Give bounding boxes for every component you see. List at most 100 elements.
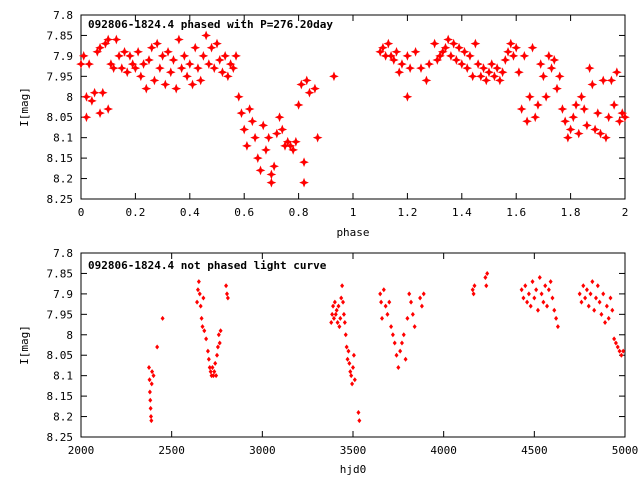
data-point	[532, 295, 537, 301]
x-tick-label: 4500	[521, 444, 548, 457]
data-point	[546, 63, 557, 74]
data-point	[592, 307, 597, 313]
data-point	[224, 283, 229, 289]
data-point	[478, 63, 489, 74]
data-point	[588, 291, 593, 297]
data-point	[375, 46, 386, 57]
data-point	[543, 283, 548, 289]
data-point	[538, 71, 549, 82]
data-point	[390, 332, 395, 338]
data-point	[409, 299, 414, 305]
data-point	[568, 112, 579, 123]
x-tick-label: 1.4	[452, 206, 472, 219]
data-point	[152, 38, 163, 49]
data-point	[571, 100, 581, 110]
data-point	[341, 299, 346, 305]
data-point	[579, 299, 584, 305]
data-point	[552, 307, 557, 313]
x-tick-label: 1	[350, 206, 357, 219]
data-point	[250, 132, 260, 143]
data-point	[601, 291, 606, 297]
data-point	[293, 100, 304, 110]
data-point	[312, 132, 323, 143]
y-tick-label: 8.25	[47, 193, 74, 206]
data-point	[89, 87, 100, 98]
data-point	[485, 270, 490, 276]
data-point	[421, 75, 432, 86]
data-point	[586, 303, 591, 309]
data-point	[214, 373, 219, 379]
data-point	[334, 307, 339, 313]
data-point	[617, 348, 622, 354]
y-tick-label: 8.05	[47, 349, 74, 362]
y-axis-label: I[mag]	[18, 87, 31, 127]
data-point	[394, 67, 405, 78]
data-point	[242, 140, 252, 151]
data-point	[397, 59, 407, 69]
data-point	[484, 67, 494, 78]
data-point	[448, 38, 459, 49]
data-point	[459, 46, 470, 57]
data-point	[473, 59, 483, 69]
data-point	[619, 352, 624, 358]
data-point	[214, 55, 225, 65]
data-point	[530, 279, 535, 285]
data-point	[421, 291, 426, 297]
data-point	[584, 63, 595, 74]
y-tick-label: 7.95	[47, 70, 74, 83]
data-point	[381, 287, 386, 293]
data-point	[582, 120, 592, 131]
data-point	[345, 356, 350, 362]
data-point	[416, 63, 426, 74]
data-point	[410, 311, 415, 317]
data-point	[503, 46, 513, 57]
data-point	[231, 51, 241, 61]
data-point	[151, 373, 156, 379]
data-point	[343, 332, 348, 338]
data-point	[220, 51, 231, 61]
data-point	[385, 311, 390, 317]
data-point	[146, 42, 157, 53]
data-point	[378, 42, 388, 53]
data-point	[329, 71, 339, 82]
data-point	[581, 283, 586, 289]
chart-title: 092806-1824.4 not phased light curve	[88, 259, 327, 272]
data-point	[150, 369, 155, 375]
data-point	[84, 59, 95, 69]
data-point	[218, 328, 223, 334]
data-point	[398, 348, 403, 354]
data-point	[481, 75, 492, 86]
data-point	[266, 169, 277, 180]
data-point	[552, 83, 562, 94]
unphased-light-curve-panel: 092806-1824.4 not phased light curve hjd…	[18, 247, 638, 476]
data-point	[349, 373, 354, 379]
data-point	[95, 42, 105, 53]
data-point	[344, 344, 349, 350]
data-point	[179, 51, 190, 61]
x-tick-label: 0.4	[180, 206, 200, 219]
data-point	[331, 303, 336, 309]
data-point	[534, 287, 539, 293]
data-point	[271, 128, 282, 139]
data-point	[97, 87, 108, 98]
y-tick-label: 8.1	[53, 132, 73, 145]
x-tick-label: 0	[78, 206, 85, 219]
data-point	[187, 79, 198, 90]
data-point	[530, 112, 541, 123]
data-point	[590, 124, 600, 135]
data-point	[263, 132, 274, 143]
data-point	[202, 328, 207, 334]
data-point	[604, 303, 609, 309]
data-point	[138, 59, 149, 69]
data-point	[432, 55, 443, 65]
data-point	[388, 55, 399, 65]
data-point	[125, 51, 135, 61]
data-point	[443, 34, 454, 45]
data-point	[200, 324, 205, 330]
data-point	[548, 279, 553, 285]
data-point	[301, 75, 312, 86]
data-point	[437, 46, 448, 57]
data-point	[223, 71, 233, 82]
data-point	[399, 340, 404, 346]
data-point	[470, 287, 475, 293]
